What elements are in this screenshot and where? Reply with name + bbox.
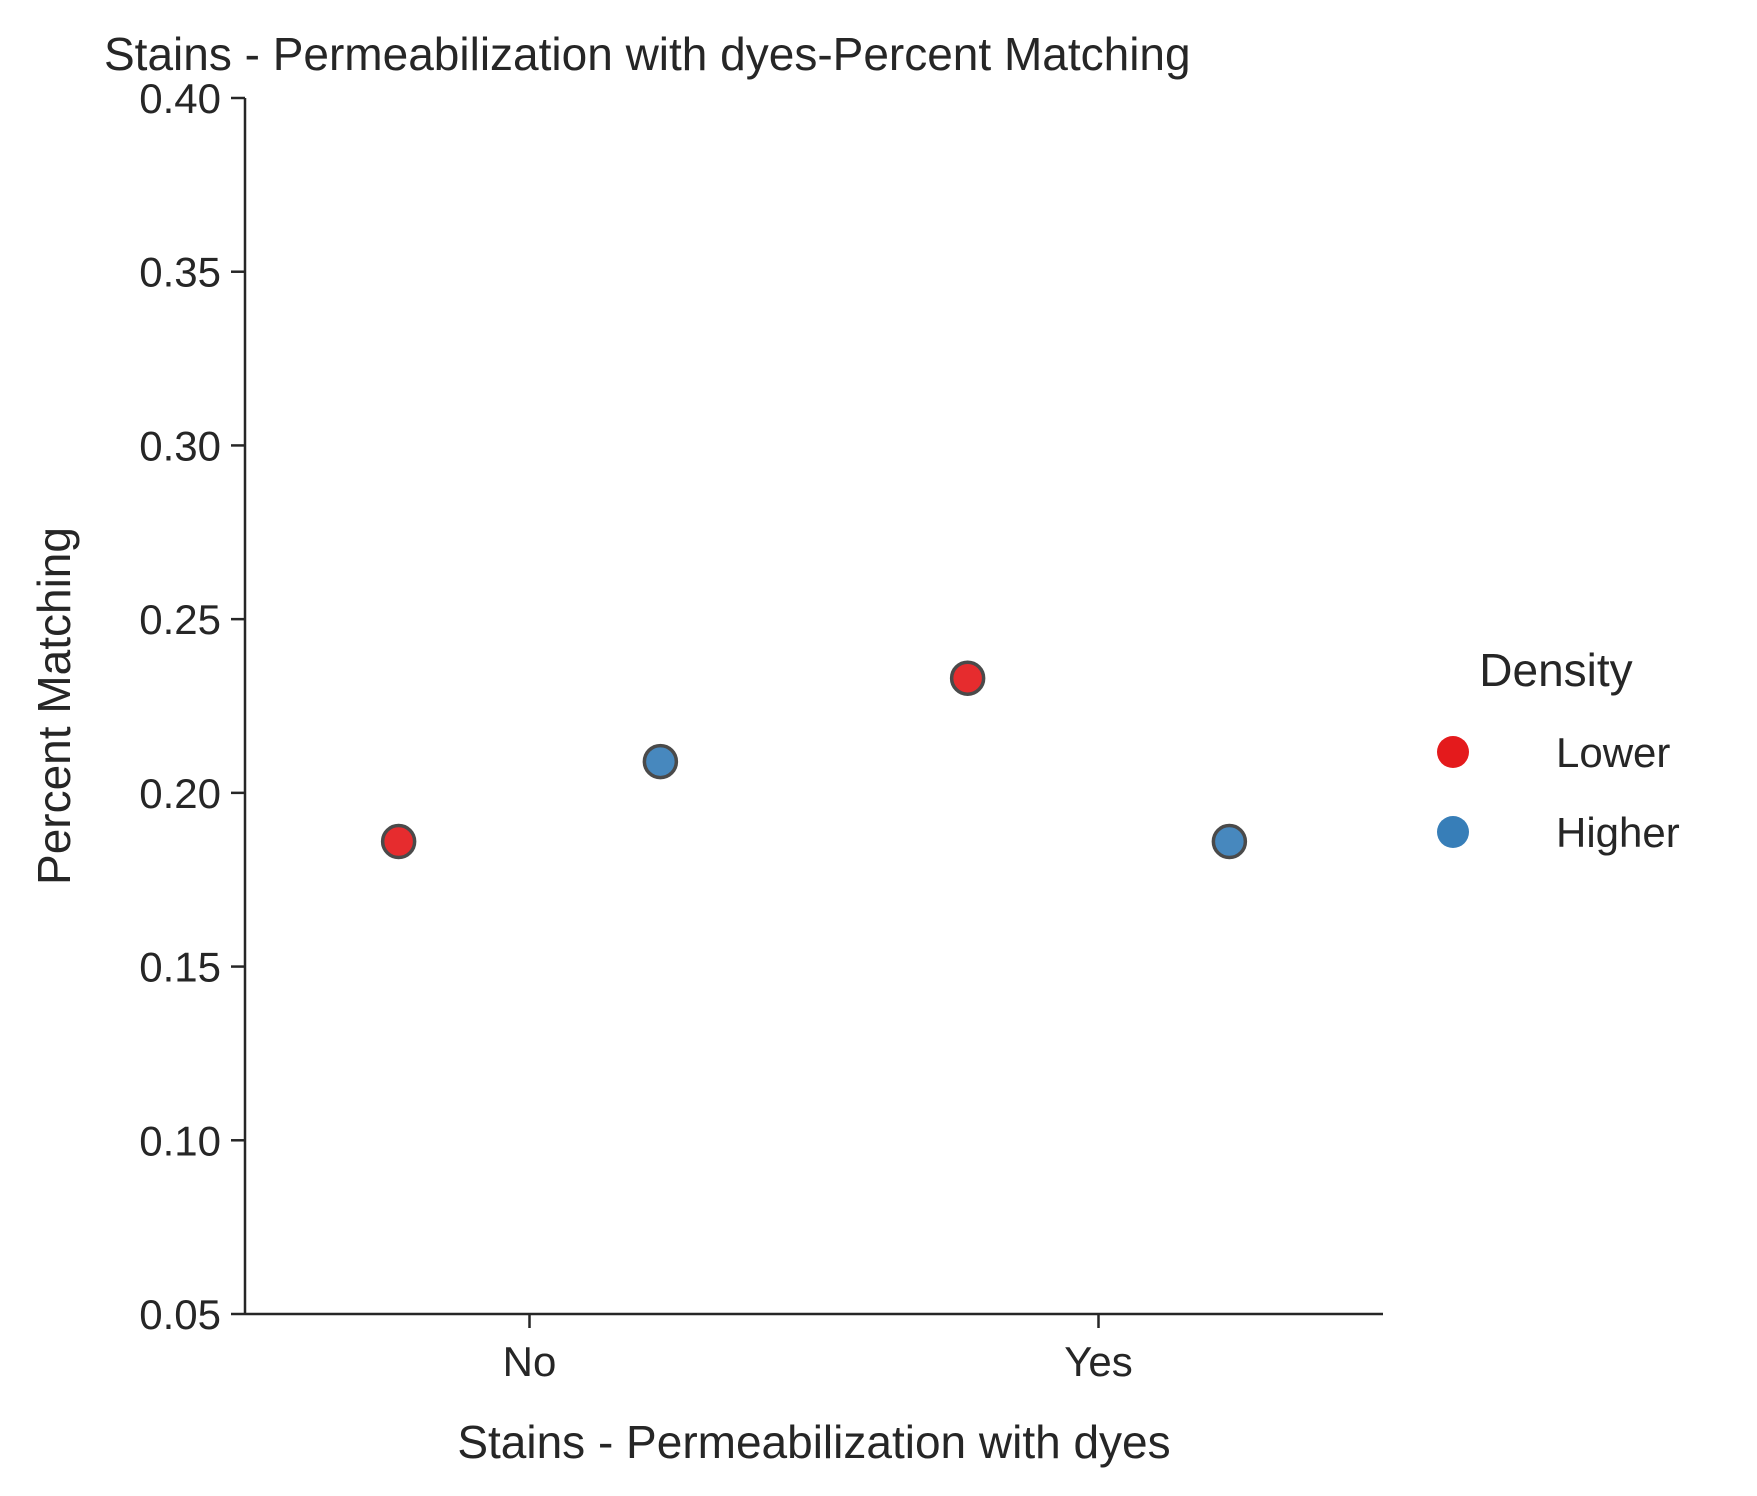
y-tick-label: 0.15 bbox=[139, 944, 221, 991]
legend-label-lower: Lower bbox=[1556, 729, 1670, 776]
chart-title: Stains - Permeabilization with dyes-Perc… bbox=[104, 28, 1191, 80]
legend-items: Lower Higher bbox=[1437, 729, 1680, 856]
x-axis: No Yes bbox=[245, 1312, 1383, 1385]
point-higher-no bbox=[642, 743, 679, 780]
legend-marker-higher bbox=[1437, 816, 1469, 848]
x-tick-label-yes: Yes bbox=[1064, 1338, 1133, 1385]
y-ticks: 0.05 0.10 0.15 0.20 0.25 0.30 0.35 0.40 bbox=[139, 75, 245, 1338]
y-tick-label: 0.20 bbox=[139, 770, 221, 817]
data-points bbox=[380, 660, 1248, 860]
x-ticks: No Yes bbox=[503, 1314, 1133, 1385]
legend-marker-lower bbox=[1437, 736, 1469, 768]
point-lower-yes bbox=[949, 660, 986, 696]
y-tick-label: 0.30 bbox=[139, 422, 221, 469]
y-tick-label: 0.10 bbox=[139, 1117, 221, 1164]
y-tick-label: 0.35 bbox=[139, 249, 221, 296]
y-axis-label: Percent Matching bbox=[28, 527, 80, 885]
legend-title: Density bbox=[1479, 644, 1632, 696]
y-tick-label: 0.25 bbox=[139, 596, 221, 643]
legend: Density Lower Higher bbox=[1437, 644, 1680, 856]
legend-label-higher: Higher bbox=[1556, 809, 1680, 856]
point-higher-yes bbox=[1211, 823, 1248, 860]
y-tick-label: 0.05 bbox=[139, 1291, 221, 1338]
x-tick-label-no: No bbox=[503, 1338, 557, 1385]
point-lower-no bbox=[380, 823, 417, 860]
x-axis-label: Stains - Permeabilization with dyes bbox=[457, 1416, 1170, 1468]
y-axis: 0.05 0.10 0.15 0.20 0.25 0.30 0.35 0.40 bbox=[139, 75, 247, 1338]
y-tick-label: 0.40 bbox=[139, 75, 221, 122]
